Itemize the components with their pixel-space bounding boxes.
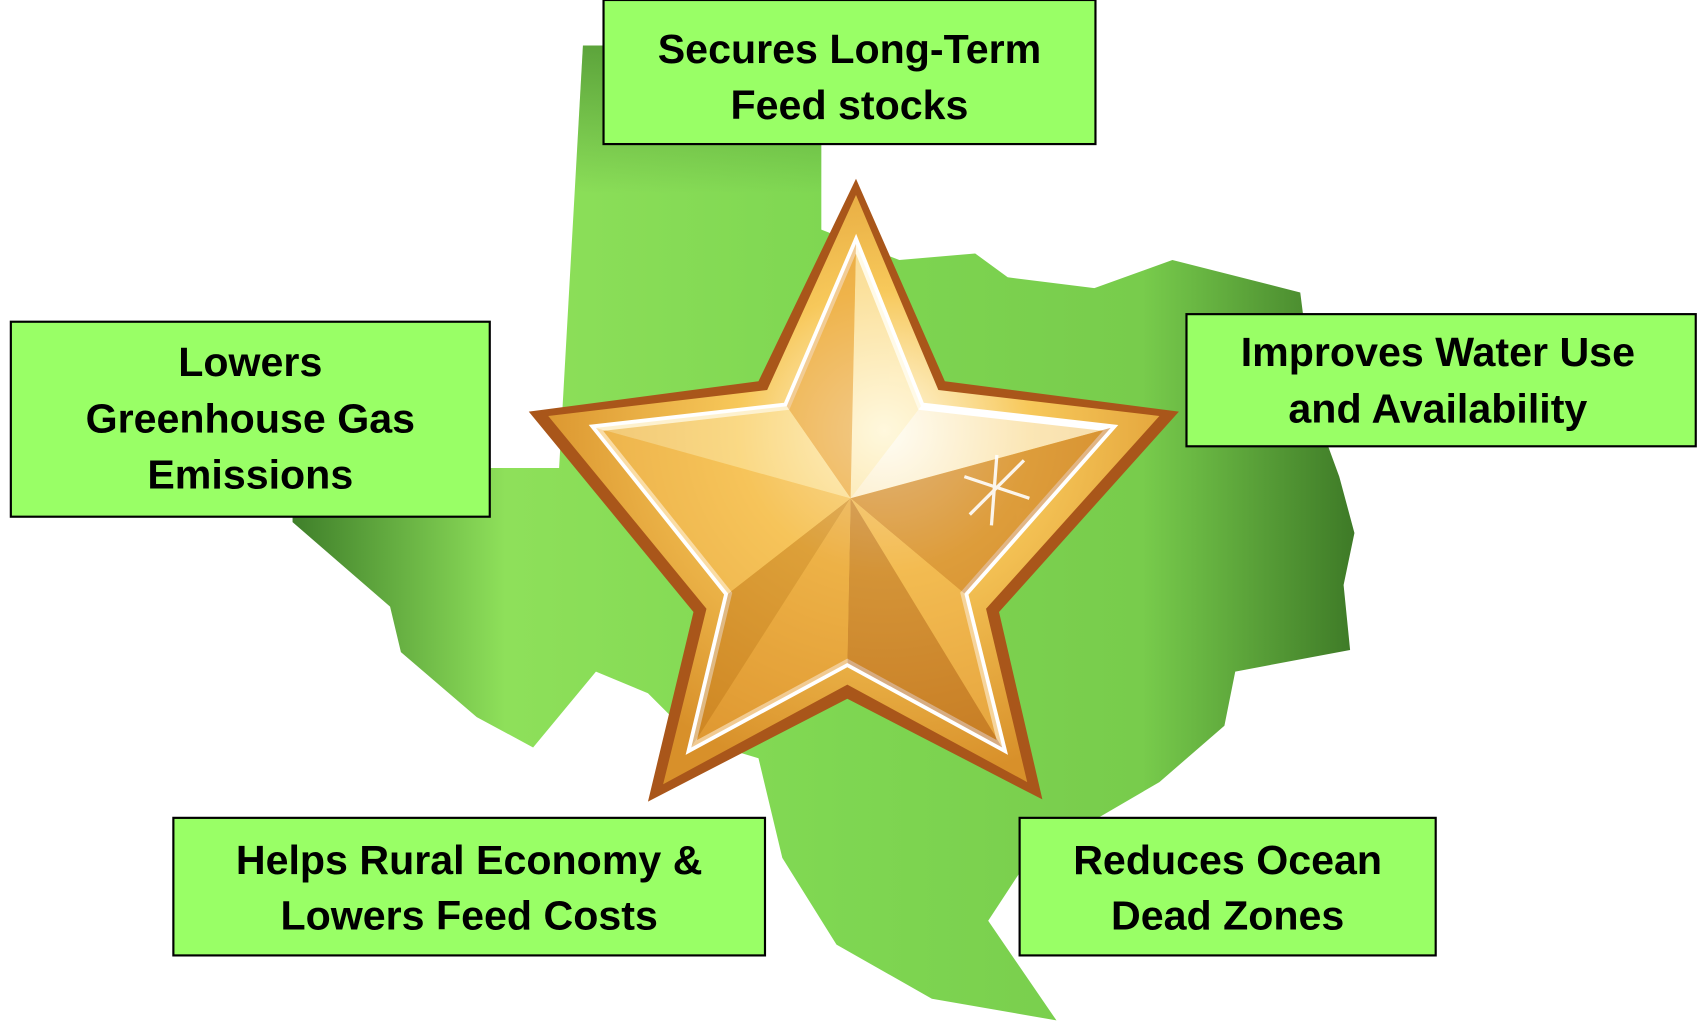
star <box>528 178 1179 802</box>
box-text: Emissions <box>147 452 353 498</box>
box-text: and Availability <box>1288 386 1587 432</box>
box-background <box>9 320 491 518</box>
box-background <box>602 0 1097 146</box>
benefit-box: Helps Rural Economy & Lowers Feed Costs <box>172 816 767 957</box>
box-text: Lowers Feed Costs <box>280 892 657 938</box>
benefit-boxes: Secures Long-Term Feed stocks Lowers Greenh… <box>9 0 1697 957</box>
benefit-box: Lowers Greenhouse Gas Emissions <box>9 320 491 518</box>
benefit-box: Secures Long-Term Feed stocks <box>602 0 1097 146</box>
box-text: Secures Long-Term <box>658 26 1042 72</box>
box-background <box>1018 816 1437 957</box>
box-background <box>172 816 767 957</box>
box-text: Feed stocks <box>731 82 969 128</box>
box-text: Improves Water Use <box>1241 329 1635 375</box>
box-text: Dead Zones <box>1111 892 1344 938</box>
box-text: Lowers <box>178 339 322 385</box>
box-text: Reduces Ocean <box>1073 837 1382 883</box>
box-text: Helps Rural Economy & <box>236 837 703 883</box>
benefit-box: Reduces Ocean Dead Zones <box>1018 816 1437 957</box>
box-text: Greenhouse Gas <box>86 395 415 441</box>
box-background <box>1185 313 1697 448</box>
benefit-box: Improves Water Use and Availability <box>1185 313 1697 448</box>
